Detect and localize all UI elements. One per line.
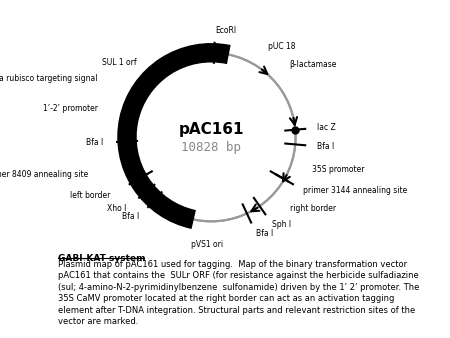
Text: Bfa I: Bfa I (122, 212, 140, 221)
Text: EcoRI: EcoRI (215, 26, 236, 35)
Text: pVS1 ori: pVS1 ori (191, 240, 224, 249)
Text: primer 3144 annealing site: primer 3144 annealing site (303, 186, 408, 195)
Text: lac Z: lac Z (317, 123, 336, 132)
Text: primer 8409 annealing site: primer 8409 annealing site (0, 170, 89, 179)
Text: Xho I: Xho I (107, 204, 126, 213)
Text: 35S promoter: 35S promoter (312, 165, 365, 174)
Text: Bfa I: Bfa I (86, 138, 104, 147)
Text: Sph I: Sph I (272, 220, 291, 228)
Text: 1’-2’ promoter: 1’-2’ promoter (43, 104, 99, 114)
Text: 10828 bp: 10828 bp (181, 142, 241, 154)
Text: GABI-KAT system: GABI-KAT system (58, 254, 146, 263)
Text: right border: right border (290, 203, 336, 213)
Text: Plasmid map of pAC161 used for tagging.  Map of the binary transformation vector: Plasmid map of pAC161 used for tagging. … (58, 260, 420, 326)
Text: pUC 18: pUC 18 (268, 43, 295, 51)
Text: β-lactamase: β-lactamase (289, 60, 336, 69)
Text: Pea rubisco targeting signal: Pea rubisco targeting signal (0, 74, 97, 83)
Text: Bfa I: Bfa I (317, 142, 334, 151)
Text: SUL 1 orf: SUL 1 orf (102, 58, 137, 67)
Text: Bfa I: Bfa I (256, 229, 274, 238)
Text: left border: left border (70, 191, 111, 200)
Text: pAC161: pAC161 (179, 122, 244, 137)
